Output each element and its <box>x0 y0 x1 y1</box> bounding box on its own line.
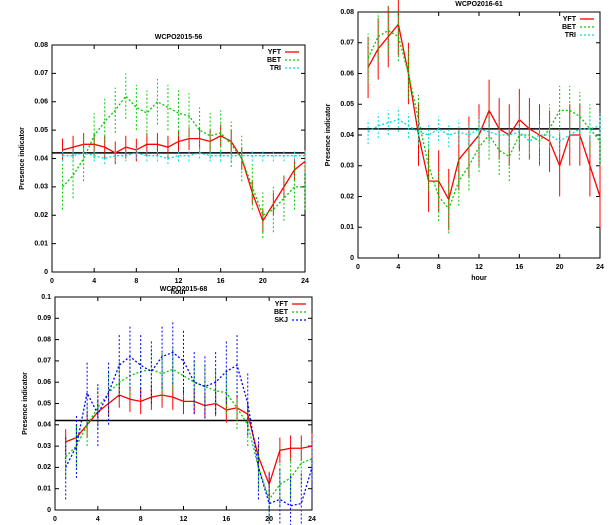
x-tick-label: 0 <box>53 516 57 523</box>
series-line <box>62 95 305 217</box>
y-tick-label: 0.04 <box>340 132 354 139</box>
x-axis-label: hour <box>171 289 187 296</box>
x-tick-label: 0 <box>356 264 360 271</box>
series-line <box>65 351 313 507</box>
x-tick-label: 12 <box>475 264 483 271</box>
y-tick-label: 0.04 <box>34 155 48 162</box>
plot-frame <box>54 296 313 511</box>
chart: WCPO2015-68hour Presence indicator 0 0.01 0.… <box>22 286 316 525</box>
y-tick-label: 0.03 <box>34 184 48 191</box>
legend-label: BET <box>274 309 289 316</box>
y-tick-label: 0.02 <box>34 212 48 219</box>
x-tick-label: 12 <box>180 516 188 523</box>
plot-frame <box>51 44 306 273</box>
x-tick-label: 0 <box>50 278 54 285</box>
legend-label: TRI <box>270 65 281 72</box>
legend-label: YFT <box>563 16 577 23</box>
legend-label: SKJ <box>274 317 288 324</box>
x-tick-label: 4 <box>96 516 100 523</box>
x-axis-label: hour <box>471 275 487 282</box>
y-tick-label: 0 <box>44 269 48 276</box>
x-tick-label: 8 <box>437 264 441 271</box>
legend-label: TRI <box>565 32 576 39</box>
x-tick-label: 24 <box>301 278 309 285</box>
x-tick-label: 20 <box>259 278 267 285</box>
x-tick-label: 24 <box>308 516 316 523</box>
y-tick-label: 0.05 <box>37 400 51 407</box>
y-tick-label: 0.03 <box>37 443 51 450</box>
y-tick-label: 0.03 <box>340 163 354 170</box>
y-tick-label: 0.07 <box>34 70 48 77</box>
series-line <box>62 135 306 223</box>
y-axis-label: Presence indicator <box>325 103 332 166</box>
y-tick-label: 0.06 <box>340 70 354 77</box>
series-line <box>65 368 313 501</box>
x-tick-label: 16 <box>222 516 230 523</box>
chart-title: WCPO2016-61 <box>455 1 503 8</box>
x-tick-label: 20 <box>556 264 564 271</box>
x-tick-label: 4 <box>396 264 400 271</box>
plot-frame <box>357 11 601 259</box>
x-tick-label: 4 <box>92 278 96 285</box>
chart: WCPO2016-61 hour Presence indicator 0 0.01 0.… <box>325 0 604 282</box>
series-line <box>62 152 305 160</box>
y-tick-label: 0.04 <box>37 422 51 429</box>
y-tick-label: 0.05 <box>340 101 354 108</box>
y-tick-label: 0.08 <box>34 42 48 49</box>
series-line <box>367 29 601 211</box>
y-tick-label: 0.06 <box>34 99 48 106</box>
x-tick-label: 16 <box>515 264 523 271</box>
y-tick-label: 0.08 <box>37 336 51 343</box>
x-tick-label: 8 <box>139 516 143 523</box>
series-line <box>367 22 601 202</box>
legend-label: YFT <box>275 301 289 308</box>
chart-title: WCPO2015-56 <box>155 34 203 41</box>
x-tick-label: 24 <box>596 264 604 271</box>
y-tick-label: 0 <box>350 255 354 262</box>
y-axis-label: Presence indicator <box>22 372 29 435</box>
y-tick-label: 0.07 <box>37 358 51 365</box>
x-tick-label: 12 <box>175 278 183 285</box>
y-tick-label: 0 <box>47 507 51 514</box>
legend-label: BET <box>267 57 282 64</box>
y-tick-label: 0.01 <box>340 224 354 231</box>
y-tick-label: 0.02 <box>340 193 354 200</box>
y-tick-label: 0.08 <box>340 9 354 16</box>
y-tick-label: 0.07 <box>340 40 354 47</box>
y-tick-label: 0.05 <box>34 127 48 134</box>
series-line <box>367 118 601 142</box>
y-tick-label: 0.1 <box>41 294 51 301</box>
y-tick-label: 0.01 <box>37 486 51 493</box>
y-tick-label: 0.06 <box>37 379 51 386</box>
y-axis-label: Presence indicator <box>19 127 26 190</box>
y-tick-label: 0.02 <box>37 464 51 471</box>
legend-label: YFT <box>268 49 282 56</box>
y-tick-label: 0.09 <box>37 315 51 322</box>
legend-label: BET <box>562 24 577 31</box>
chart-title: WCPO2015-68 <box>160 286 208 293</box>
chart: WCPO2015-56 hour Presence indicator 0 0.01 0.… <box>19 34 309 296</box>
series-line <box>65 394 313 487</box>
x-tick-label: 8 <box>134 278 138 285</box>
x-tick-label: 16 <box>217 278 225 285</box>
y-tick-label: 0.01 <box>34 240 48 247</box>
